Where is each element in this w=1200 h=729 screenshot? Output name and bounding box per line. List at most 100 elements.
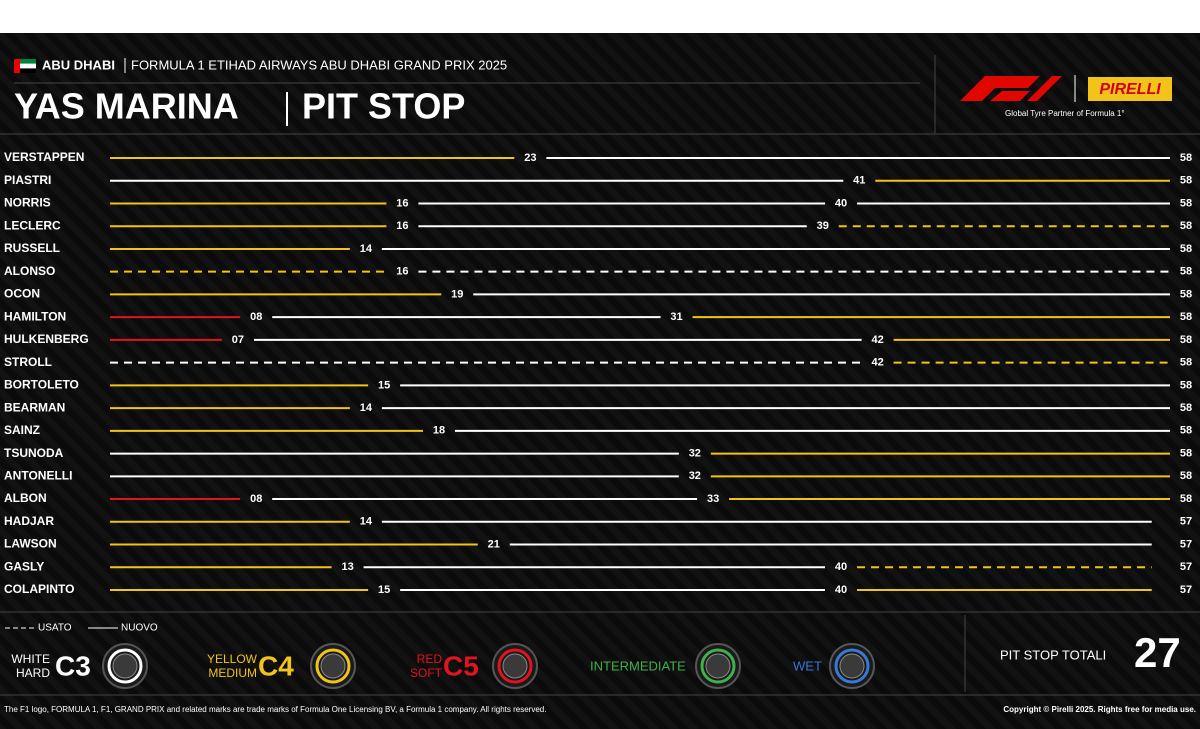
driver-name: TSUNODA <box>4 446 64 460</box>
tyre-band <box>700 648 736 684</box>
lap-label: 21 <box>488 538 500 550</box>
lap-label: 42 <box>871 334 883 346</box>
legend-new: NUOVO <box>121 623 158 634</box>
driver-name: HADJAR <box>4 514 54 528</box>
tyre-rim <box>839 653 865 679</box>
lap-label: 58 <box>1180 197 1192 209</box>
lap-label: 58 <box>1180 152 1192 164</box>
compound-hardness: SOFT <box>410 666 443 680</box>
pirelli-text: PIRELLI <box>1099 81 1161 98</box>
lap-label: 19 <box>451 288 463 300</box>
driver-name: HAMILTON <box>4 309 66 323</box>
driver-name: STROLL <box>4 355 52 369</box>
flag-stripe <box>14 59 36 64</box>
logo-part <box>960 76 1040 101</box>
tyre-band <box>834 648 870 684</box>
title-right: PIT STOP <box>302 86 465 127</box>
driver-name: VERSTAPPEN <box>4 150 84 164</box>
lap-label: 57 <box>1180 538 1192 550</box>
logo-part <box>1027 76 1062 101</box>
lap-label: 15 <box>378 584 390 596</box>
compound-hardness: MEDIUM <box>208 666 257 680</box>
lap-label: 58 <box>1180 334 1192 346</box>
lap-label: 14 <box>360 243 373 255</box>
pirelli-logo <box>1088 77 1172 101</box>
driver-name: HULKENBERG <box>4 332 89 346</box>
lap-label: 58 <box>1180 311 1192 323</box>
partner: Global Tyre Partner of Formula 1° <box>1005 109 1125 118</box>
compound-code: C4 <box>258 650 294 681</box>
flag-stripe <box>14 68 36 73</box>
driver-name: GASLY <box>4 559 44 573</box>
title-left: YAS MARINA <box>14 86 239 127</box>
driver-name: SAINZ <box>4 423 40 437</box>
lap-label: 15 <box>378 379 390 391</box>
driver-name: PIASTRI <box>4 173 51 187</box>
lap-label: 16 <box>396 220 408 232</box>
lap-label: 31 <box>670 311 682 323</box>
lap-label: 14 <box>360 402 373 414</box>
lap-label: 58 <box>1180 266 1192 278</box>
compound-color: YELLOW <box>207 652 258 666</box>
lap-label: 58 <box>1180 357 1192 369</box>
driver-name: BORTOLETO <box>4 378 79 392</box>
compound-code: C5 <box>443 650 479 681</box>
lap-label: 57 <box>1180 561 1192 573</box>
driver-name: LECLERC <box>4 218 61 232</box>
background <box>0 33 1200 729</box>
driver-name: NORRIS <box>4 196 51 210</box>
driver-name: BEARMAN <box>4 400 65 414</box>
lap-label: 58 <box>1180 175 1192 187</box>
footer-right: Copyright © Pirelli 2025. Rights free fo… <box>1003 705 1196 714</box>
lap-label: 16 <box>396 266 408 278</box>
tyre-rim <box>705 653 731 679</box>
lap-label: 08 <box>250 493 262 505</box>
lap-label: 13 <box>341 561 353 573</box>
driver-name: RUSSELL <box>4 241 60 255</box>
lap-label: 41 <box>853 175 865 187</box>
compound-name: INTERMEDIATE <box>590 658 686 673</box>
lap-label: 32 <box>689 447 701 459</box>
lap-label: 23 <box>524 152 536 164</box>
tyre-rim <box>502 653 528 679</box>
lap-label: 16 <box>396 197 408 209</box>
driver-name: ALONSO <box>4 264 55 278</box>
tyre-rim <box>320 653 346 679</box>
lap-label: 58 <box>1180 243 1192 255</box>
lap-label: 58 <box>1180 493 1192 505</box>
lap-label: 58 <box>1180 402 1192 414</box>
footer-left: The F1 logo, FORMULA 1, F1, GRAND PRIX a… <box>4 705 546 714</box>
lap-label: 07 <box>232 334 244 346</box>
lap-label: 40 <box>835 584 847 596</box>
driver-name: COLAPINTO <box>4 582 74 596</box>
total-value: 27 <box>1134 629 1181 676</box>
lap-label: 42 <box>871 357 883 369</box>
compound-color: WHITE <box>11 652 50 666</box>
compound-color: RED <box>417 652 443 666</box>
lap-label: 57 <box>1180 516 1192 528</box>
total-label: PIT STOP TOTALI <box>1000 647 1106 662</box>
tyre-rim <box>112 653 138 679</box>
lap-label: 58 <box>1180 425 1192 437</box>
lap-label: 58 <box>1180 447 1192 459</box>
tyre-band <box>315 648 351 684</box>
driver-name: ANTONELLI <box>4 468 72 482</box>
lap-label: 57 <box>1180 584 1192 596</box>
lap-label: 32 <box>689 470 701 482</box>
f1-logo <box>960 76 1062 101</box>
lap-label: 58 <box>1180 470 1192 482</box>
driver-name: LAWSON <box>4 537 57 551</box>
lap-label: 58 <box>1180 220 1192 232</box>
lap-label: 40 <box>835 197 847 209</box>
lap-label: 39 <box>817 220 829 232</box>
tyre-band <box>107 648 143 684</box>
lap-label: 18 <box>433 425 445 437</box>
location: ABU DHABI <box>42 57 115 72</box>
lap-label: 33 <box>707 493 719 505</box>
lap-label: 58 <box>1180 288 1192 300</box>
lap-label: 40 <box>835 561 847 573</box>
logo-part <box>990 91 1030 101</box>
driver-name: OCON <box>4 287 40 301</box>
